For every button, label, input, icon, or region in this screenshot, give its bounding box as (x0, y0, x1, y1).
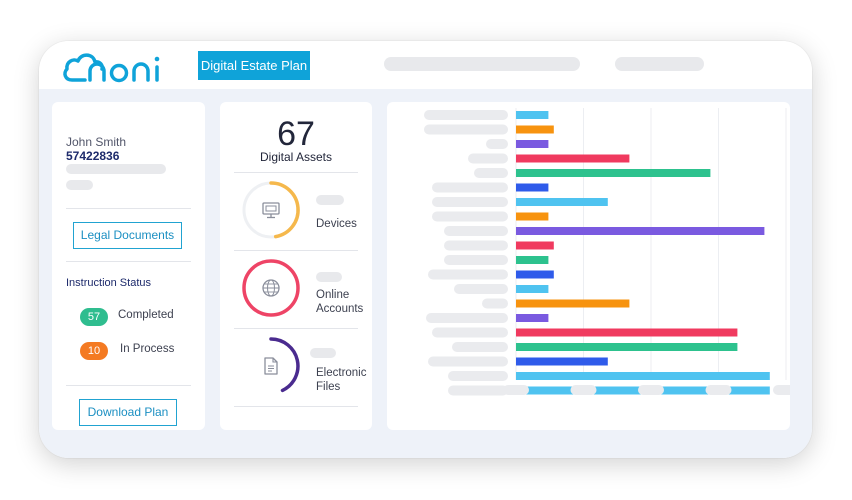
app-window: Digital Estate Plan John Smith 57422836 … (39, 41, 812, 458)
divider (234, 250, 358, 251)
dashboard-content: John Smith 57422836 Legal Documents Inst… (39, 89, 812, 458)
divider (234, 406, 358, 407)
devices-placeholder (316, 195, 344, 205)
assets-bar-chart (424, 108, 790, 396)
in-process-count-badge: 10 (80, 342, 108, 360)
globe-icon (260, 277, 282, 299)
digital-assets-label: Digital Assets (259, 150, 333, 164)
chart-bar (516, 198, 608, 206)
digital-assets-card: 67 Digital Assets De (220, 102, 372, 430)
chart-bar (516, 154, 630, 163)
online-accounts-ring[interactable] (241, 258, 301, 318)
category-label-placeholder (444, 226, 508, 236)
category-label-placeholder (432, 197, 508, 207)
chart-bar (516, 328, 738, 337)
category-label-placeholder (474, 168, 508, 178)
digital-assets-total: 67 (277, 115, 315, 153)
user-id: 57422836 (66, 149, 120, 163)
category-label-placeholder (486, 139, 508, 149)
document-icon (260, 355, 282, 377)
category-label-placeholder (424, 110, 508, 120)
online-accounts-placeholder (316, 272, 342, 282)
assets-chart-card (387, 102, 790, 430)
chart-bar (516, 241, 554, 250)
electronic-files-label: Electronic Files (316, 367, 367, 393)
divider (66, 261, 191, 262)
devices-ring[interactable] (241, 180, 301, 240)
legal-documents-button[interactable]: Legal Documents (73, 222, 182, 249)
category-label-placeholder (428, 269, 508, 280)
profile-placeholder (66, 164, 166, 174)
x-tick-label-placeholder (705, 385, 732, 395)
category-label-placeholder (454, 284, 508, 294)
category-label-placeholder (468, 153, 508, 164)
devices-ring-chart (242, 181, 300, 239)
chart-bar (516, 256, 549, 264)
chart-bar (516, 169, 711, 177)
chart-bar (516, 212, 549, 221)
header-placeholder (615, 57, 704, 71)
electronic-files-ring[interactable] (241, 336, 301, 396)
completed-label: Completed (118, 309, 174, 321)
divider (66, 208, 191, 209)
in-process-label: In Process (120, 343, 175, 355)
monitor-icon (260, 199, 282, 221)
electronic-files-placeholder (310, 348, 336, 358)
chart-bar (516, 125, 554, 134)
category-label-placeholder (432, 327, 508, 338)
electronic-files-ring-chart (269, 337, 300, 393)
category-label-placeholder (432, 182, 508, 193)
instruction-status-title: Instruction Status (66, 277, 151, 289)
chart-bar (516, 343, 738, 351)
chart-bar (516, 111, 549, 119)
x-tick-label-placeholder (773, 385, 790, 395)
category-label-placeholder (426, 313, 508, 323)
noni-logo[interactable] (61, 47, 173, 87)
category-label-placeholder (424, 124, 508, 135)
download-plan-button[interactable]: Download Plan (79, 399, 177, 426)
chart-bar (516, 285, 549, 293)
category-label-placeholder (444, 240, 508, 251)
top-bar: Digital Estate Plan (39, 41, 812, 89)
divider (66, 385, 191, 386)
divider (234, 172, 358, 173)
category-label-placeholder (444, 255, 508, 265)
digital-estate-plan-button[interactable]: Digital Estate Plan (198, 51, 310, 80)
chart-bar (516, 227, 765, 235)
category-label-placeholder (452, 342, 508, 352)
x-tick-label-placeholder (638, 385, 664, 395)
chart-bar (516, 183, 549, 192)
chart-bar (516, 314, 549, 322)
profile-card: John Smith 57422836 Legal Documents Inst… (52, 102, 205, 430)
category-label-placeholder (428, 356, 508, 367)
chart-bar (516, 140, 549, 148)
x-tick-label-placeholder (503, 385, 529, 395)
user-name: John Smith (66, 135, 127, 149)
category-label-placeholder (448, 371, 508, 381)
chart-bar (516, 270, 554, 279)
completed-count-badge: 57 (80, 308, 108, 326)
chart-bar (516, 357, 608, 366)
online-accounts-label: Online Accounts (316, 289, 364, 315)
profile-placeholder (66, 180, 93, 190)
divider (234, 328, 358, 329)
chart-bar (516, 372, 770, 380)
category-label-placeholder (432, 211, 508, 222)
header-placeholder (384, 57, 580, 71)
chart-bar (516, 299, 630, 308)
devices-label: Devices (316, 218, 357, 230)
category-label-placeholder (482, 298, 508, 309)
online-accounts-ring-chart (242, 259, 300, 317)
category-label-placeholder (448, 385, 508, 396)
x-tick-label-placeholder (570, 385, 597, 395)
noni-logo-graphic (63, 53, 160, 83)
